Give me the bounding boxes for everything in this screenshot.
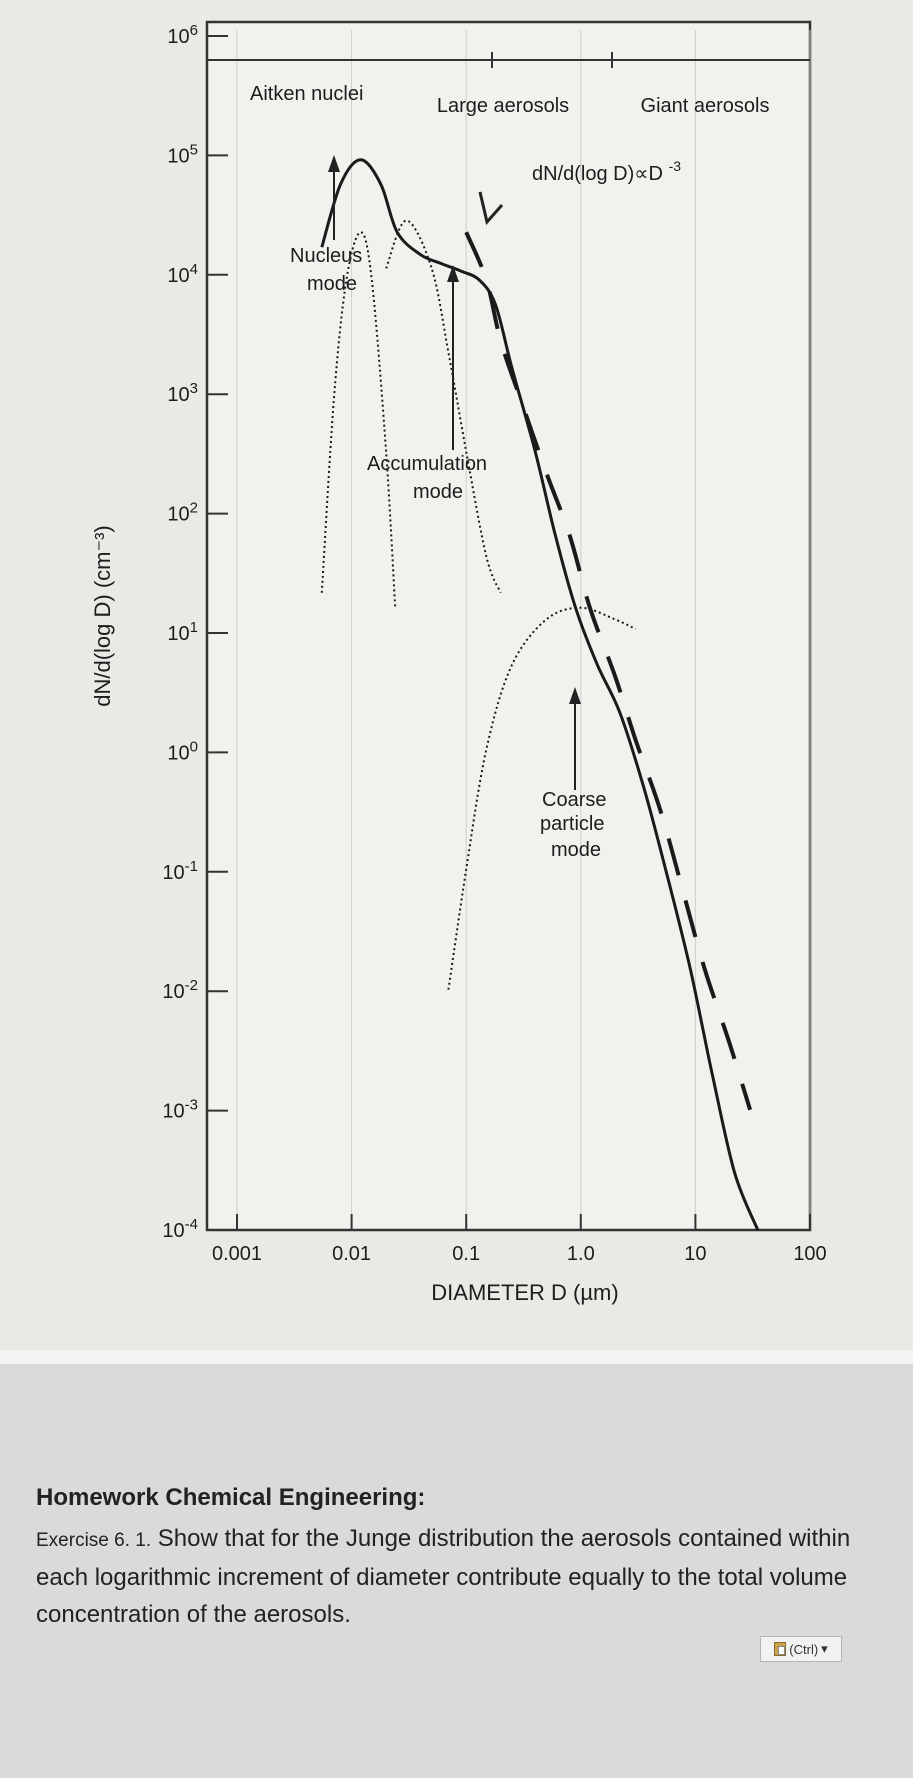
accumulation-arrowhead [447,265,459,282]
plot-frame [205,20,812,1232]
nucleus-arrowhead [328,155,340,172]
y-axis-title: dN/d(log D) (cm⁻³) [90,525,115,707]
chevron-down-icon: ▾ [821,1641,828,1656]
accumulation-mode-label-1: Accumulation [367,453,487,475]
accumulation-mode-label-2: mode [413,481,463,503]
paste-options-label: (Ctrl) [789,1641,819,1657]
homework-exercise: Exercise 6. 1. Show that for the Junge d… [36,1520,896,1633]
y-tick-label: 10-4 [162,1216,198,1242]
x-tick-label: 0.01 [332,1243,371,1265]
y-tick-label: 10-2 [162,977,198,1003]
dotted-mode-line [320,231,397,608]
nucleus-mode-label-2: mode [307,273,357,295]
dashed-series-line [464,231,753,1111]
nucleus-mode-label-1: Nucleus [290,245,362,267]
aitken-nuclei-label: Aitken nuclei [250,83,363,105]
y-tick-label: 105 [167,141,198,167]
series-layer [320,158,760,1231]
y-tick-label: 100 [167,738,198,764]
y-tick-label: 101 [167,619,198,645]
coarse-mode-label-1: Coarse [542,789,606,811]
vertical-guides [236,30,811,1228]
axis-ticks: 10610510410310210110010-110-210-310-40.0… [162,22,826,1265]
x-tick-label: 0.001 [212,1243,262,1265]
x-axis-title: DIAMETER D (µm) [431,1280,618,1305]
exercise-label: Exercise 6. 1. [36,1530,152,1551]
x-tick-label: 1.0 [567,1243,595,1265]
clipboard-icon [774,1642,787,1656]
paste-options-button[interactable]: (Ctrl) ▾ [760,1636,842,1662]
homework-document: Homework Chemical Engineering: Exercise … [0,1364,913,1778]
coarse-arrowhead [569,687,581,704]
solid-series-line [320,158,760,1231]
junge-label-exp: -3 [669,158,682,174]
y-tick-label: 10-3 [162,1097,198,1123]
exercise-text: Show that for the Junge distribution the… [36,1525,851,1628]
y-tick-label: 10-1 [162,858,198,884]
junge-label-text: dN/d(log D)∝D [532,163,663,185]
x-tick-label: 100 [793,1243,826,1265]
x-tick-label: 0.1 [452,1243,480,1265]
junge-label: dN/d(log D)∝D -3 [532,158,681,185]
junge-pointer [478,191,504,226]
y-tick-label: 102 [167,500,198,526]
x-tick-label: 10 [684,1243,706,1265]
giant-aerosols-label: Giant aerosols [641,95,770,117]
coarse-mode-label-2: particle [540,813,604,835]
dotted-mode-line [447,606,636,990]
y-tick-label: 103 [167,380,198,406]
chart-photo: 106 105 104 103 102 101 100 10-1 10-2 10-3 10-4 0.0… [0,0,913,1350]
y-tick-label: 106 [167,22,198,48]
large-aerosols-label: Large aerosols [437,95,569,117]
photo-divider [0,1350,913,1364]
coarse-mode-label-3: mode [551,839,601,861]
homework-title: Homework Chemical Engineering: [36,1484,426,1511]
aerosol-size-distribution-chart: 10610510410310210110010-110-210-310-40.0… [90,20,827,1305]
y-tick-label: 104 [167,261,198,287]
